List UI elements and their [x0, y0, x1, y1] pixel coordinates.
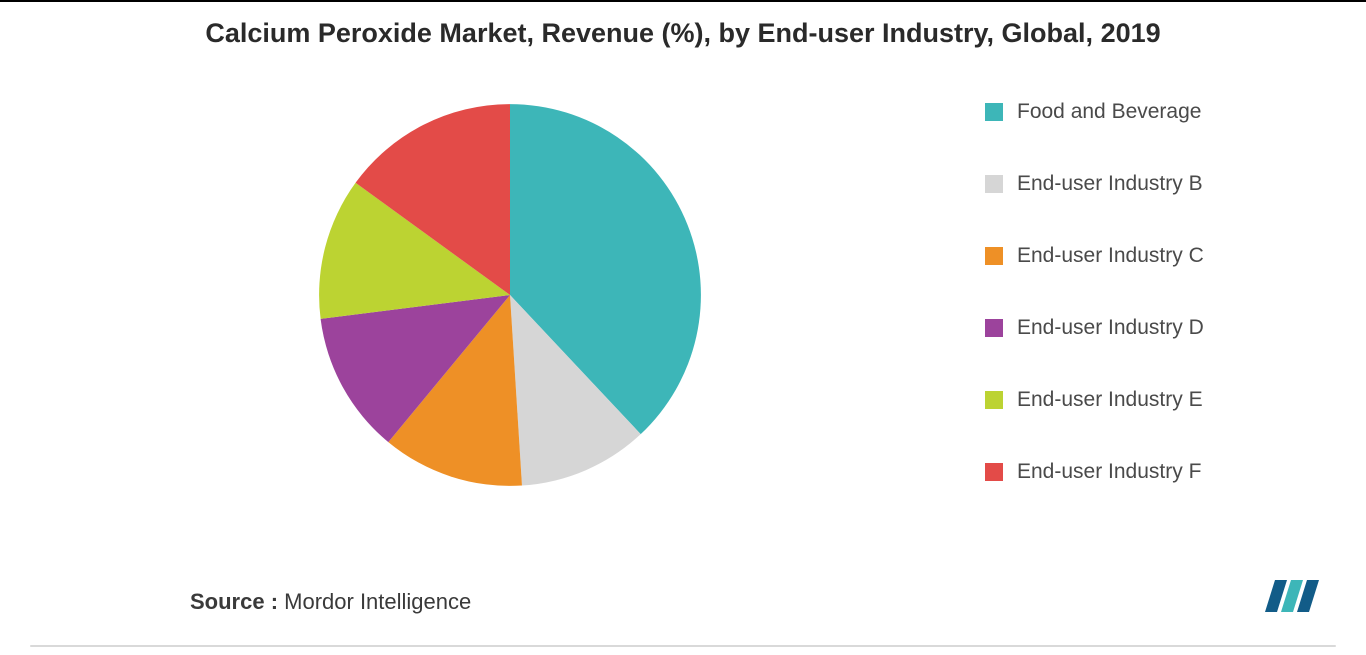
pie-chart [300, 85, 720, 505]
brand-logo-svg [1261, 572, 1331, 620]
legend-item: End-user Industry F [985, 460, 1204, 484]
legend-item: End-user Industry D [985, 316, 1204, 340]
legend-item: End-user Industry E [985, 388, 1204, 412]
legend-label: End-user Industry D [1017, 316, 1204, 340]
pie-svg [300, 85, 720, 505]
legend-item: Food and Beverage [985, 100, 1204, 124]
legend-swatch [985, 175, 1003, 193]
legend-swatch [985, 391, 1003, 409]
source-line: Source : Mordor Intelligence [190, 589, 471, 615]
brand-logo [1261, 572, 1331, 625]
legend-label: End-user Industry B [1017, 172, 1203, 196]
source-label: Source : [190, 589, 278, 614]
top-border [0, 0, 1366, 2]
legend-label: Food and Beverage [1017, 100, 1201, 124]
legend-swatch [985, 463, 1003, 481]
source-text: Mordor Intelligence [278, 589, 471, 614]
legend-item: End-user Industry B [985, 172, 1204, 196]
legend-swatch [985, 247, 1003, 265]
legend-swatch [985, 319, 1003, 337]
chart-container: Calcium Peroxide Market, Revenue (%), by… [0, 0, 1366, 655]
legend: Food and Beverage End-user Industry B End-… [985, 100, 1204, 484]
legend-label: End-user Industry E [1017, 388, 1203, 412]
bottom-border [30, 645, 1336, 647]
chart-title: Calcium Peroxide Market, Revenue (%), by… [0, 18, 1366, 49]
legend-swatch [985, 103, 1003, 121]
legend-label: End-user Industry F [1017, 460, 1201, 484]
legend-label: End-user Industry C [1017, 244, 1204, 268]
legend-item: End-user Industry C [985, 244, 1204, 268]
